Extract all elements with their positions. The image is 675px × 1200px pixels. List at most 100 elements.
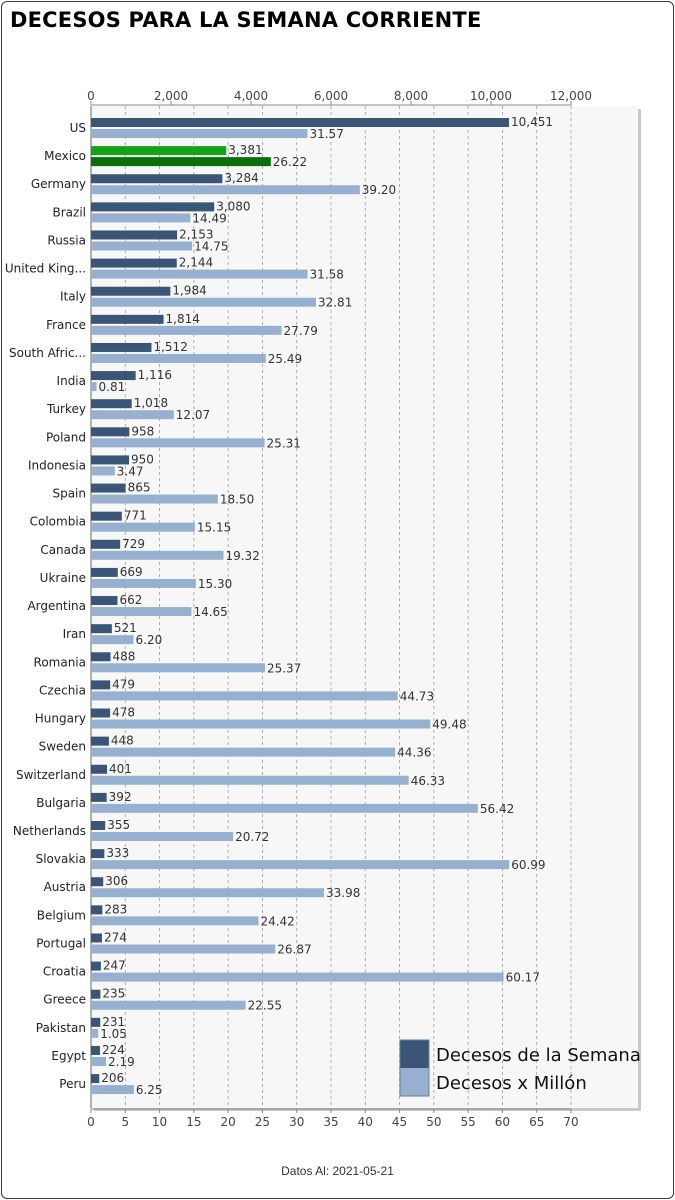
deaths-per-million-value-label: 6.25 <box>136 1083 163 1097</box>
deaths-per-million-bar <box>91 1056 107 1066</box>
deaths-per-million-value-label: 24.42 <box>260 914 294 928</box>
weekly-deaths-value-label: 1,814 <box>166 312 200 326</box>
category-label: Egypt <box>51 1049 86 1063</box>
weekly-deaths-value-label: 958 <box>131 424 154 438</box>
weekly-deaths-bar <box>91 399 132 409</box>
bottom-axis-tick-label: 70 <box>563 1115 578 1129</box>
deaths-per-million-bar <box>91 1000 246 1010</box>
weekly-deaths-bar <box>91 567 118 577</box>
deaths-per-million-value-label: 26.87 <box>277 942 311 956</box>
weekly-deaths-bar <box>91 202 215 212</box>
weekly-deaths-value-label: 1,512 <box>153 340 187 354</box>
deaths-per-million-value-label: 12.07 <box>176 408 210 422</box>
category-label: India <box>57 374 86 388</box>
deaths-per-million-value-label: 18.50 <box>220 493 254 507</box>
category-label: Sweden <box>39 740 86 754</box>
weekly-deaths-value-label: 274 <box>104 930 127 944</box>
category-label: Spain <box>52 487 86 501</box>
deaths-per-million-bar <box>91 663 265 673</box>
bottom-axis-tick-label: 30 <box>289 1115 304 1129</box>
category-label: Turkey <box>46 402 86 416</box>
weekly-deaths-value-label: 2,144 <box>179 256 213 270</box>
deaths-per-million-value-label: 32.81 <box>318 296 352 310</box>
top-axis-tick-label: 10,000 <box>470 89 512 103</box>
bottom-axis-tick-label: 65 <box>529 1115 544 1129</box>
deaths-per-million-value-label: 27.79 <box>284 324 318 338</box>
deaths-per-million-bar <box>91 916 259 926</box>
weekly-deaths-bar <box>91 483 126 493</box>
category-label: Ukraine <box>40 571 86 585</box>
deaths-per-million-value-label: 20.72 <box>235 830 269 844</box>
deaths-per-million-bar <box>91 269 308 279</box>
bottom-axis-tick-label: 40 <box>358 1115 373 1129</box>
weekly-deaths-value-label: 206 <box>101 1071 124 1085</box>
weekly-deaths-value-label: 392 <box>109 790 132 804</box>
category-label: France <box>46 318 86 332</box>
deaths-per-million-bar <box>91 719 431 729</box>
top-axis-tick-label: 12,000 <box>550 89 592 103</box>
weekly-deaths-value-label: 3,381 <box>228 143 262 157</box>
deaths-per-million-value-label: 15.15 <box>197 521 231 535</box>
deaths-per-million-bar <box>91 494 218 504</box>
deaths-per-million-bar <box>91 888 325 898</box>
weekly-deaths-value-label: 10,451 <box>511 115 553 129</box>
weekly-deaths-bar <box>91 821 106 830</box>
bottom-axis-tick-label: 10 <box>152 1115 167 1129</box>
deaths-per-million-bar <box>91 1028 99 1038</box>
deaths-per-million-value-label: 26.22 <box>273 155 307 169</box>
category-label: Slovakia <box>36 852 86 866</box>
weekly-deaths-bar <box>91 680 111 690</box>
legend-entry-per-million: Decesos x Millón <box>436 1073 587 1094</box>
top-axis-tick-label: 0 <box>87 89 95 103</box>
category-label: Netherlands <box>13 824 86 838</box>
deaths-per-million-bar <box>91 1085 134 1095</box>
weekly-deaths-bar <box>91 174 223 184</box>
bottom-axis-tick-label: 0 <box>87 1115 95 1129</box>
weekly-deaths-value-label: 3,284 <box>224 171 258 185</box>
weekly-deaths-value-label: 401 <box>109 762 132 776</box>
weekly-deaths-bar <box>91 371 136 381</box>
deaths-per-million-bar <box>91 944 276 954</box>
weekly-deaths-value-label: 1,116 <box>138 368 172 382</box>
weekly-deaths-value-label: 865 <box>128 481 151 495</box>
bottom-axis-tick-label: 60 <box>495 1115 510 1129</box>
deaths-per-million-value-label: 1.05 <box>100 1027 127 1041</box>
weekly-deaths-bar <box>91 1074 100 1084</box>
weekly-deaths-bar <box>91 624 112 634</box>
bottom-axis-tick-label: 5 <box>121 1115 129 1129</box>
deaths-per-million-bar <box>91 803 478 813</box>
deaths-per-million-value-label: 31.58 <box>310 268 344 282</box>
legend-swatch-weekly <box>400 1040 429 1068</box>
bottom-axis-tick-label: 35 <box>323 1115 338 1129</box>
weekly-deaths-bar <box>91 652 111 662</box>
weekly-deaths-bar <box>91 708 111 718</box>
deaths-per-million-bar <box>91 607 192 617</box>
weekly-deaths-value-label: 488 <box>113 649 136 663</box>
category-label: Poland <box>46 430 86 444</box>
category-label: Bulgaria <box>36 796 86 810</box>
deaths-per-million-value-label: 3.47 <box>117 464 144 478</box>
category-label: Croatia <box>43 965 86 979</box>
deaths-per-million-bar <box>91 775 409 785</box>
category-label: Iran <box>63 627 86 641</box>
legend-swatch-per-million <box>400 1068 429 1096</box>
weekly-deaths-value-label: 479 <box>112 677 135 691</box>
deaths-per-million-value-label: 14.49 <box>192 211 226 225</box>
category-label: Romania <box>34 655 86 669</box>
deaths-per-million-value-label: 25.37 <box>267 661 301 675</box>
weekly-deaths-bar <box>91 1045 100 1055</box>
category-label: Indonesia <box>28 458 86 472</box>
category-label: United King... <box>5 262 86 276</box>
deaths-per-million-bar <box>91 382 97 392</box>
deaths-per-million-bar <box>91 466 115 476</box>
weekly-deaths-value-label: 478 <box>112 706 135 720</box>
plot-area <box>91 106 638 1108</box>
deaths-per-million-bar <box>91 747 396 757</box>
category-label: Russia <box>47 233 86 247</box>
deaths-per-million-value-label: 56.42 <box>480 802 514 816</box>
deaths-per-million-bar <box>91 410 174 420</box>
category-label: Greece <box>43 993 86 1007</box>
deaths-per-million-value-label: 46.33 <box>411 774 445 788</box>
deaths-per-million-value-label: 31.57 <box>309 127 343 141</box>
category-label: South Afric... <box>9 346 86 360</box>
